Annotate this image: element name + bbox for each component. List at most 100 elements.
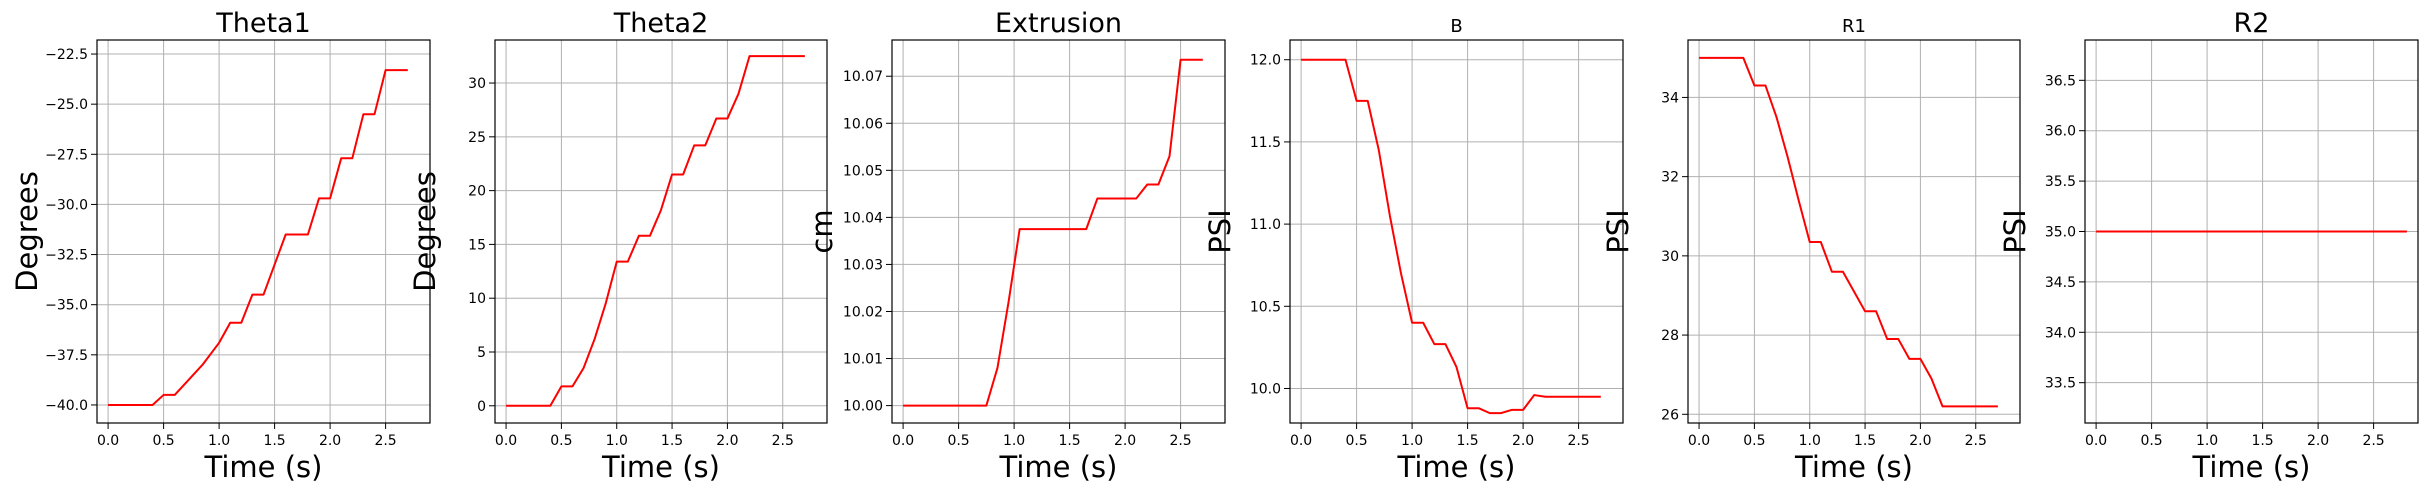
x-axis-label: Time (s) bbox=[2192, 450, 2311, 484]
y-tick-label: 33.5 bbox=[2045, 376, 2076, 392]
y-tick-label: −22.5 bbox=[45, 47, 88, 63]
y-tick-label: 11.5 bbox=[1250, 135, 1281, 151]
x-tick-label: 1.5 bbox=[1456, 433, 1478, 449]
y-axis-label: PSI bbox=[1601, 209, 1635, 253]
y-axis-label: PSI bbox=[1998, 209, 2032, 253]
subplot-4: 0.0 0.5 1.0 1.5 2.0 2.5 10.0 10.5 11.0 11.5 12.0 B T… bbox=[1203, 16, 1624, 484]
x-tick-label: 2.0 bbox=[716, 433, 738, 449]
y-tick-label: 10.02 bbox=[843, 304, 883, 320]
x-tick-label: 2.0 bbox=[2307, 433, 2329, 449]
x-tick-label: 1.5 bbox=[263, 433, 285, 449]
chart-title: Theta2 bbox=[613, 8, 709, 39]
chart-title: R2 bbox=[2234, 8, 2270, 39]
y-tick-label: −27.5 bbox=[45, 147, 88, 163]
chart-title: Theta1 bbox=[215, 8, 311, 39]
y-tick-label: 15 bbox=[468, 237, 486, 253]
x-tick-label: 0.5 bbox=[1345, 433, 1367, 449]
chart-title: B bbox=[1450, 16, 1462, 37]
x-tick-label: 1.5 bbox=[1854, 433, 1876, 449]
subplot-6: 0.0 0.5 1.0 1.5 2.0 2.5 33.5 34.0 34.5 35.0 35.5 36… bbox=[1998, 8, 2419, 484]
y-axis-label: cm bbox=[805, 209, 839, 253]
y-tick-label: 10.03 bbox=[843, 257, 883, 273]
x-tick-label: 2.0 bbox=[1114, 433, 1136, 449]
x-tick-label: 1.5 bbox=[1058, 433, 1080, 449]
series-line bbox=[108, 69, 408, 406]
series-line bbox=[506, 55, 805, 407]
axes-frame bbox=[891, 39, 1226, 424]
y-tick-label: 36.5 bbox=[2045, 73, 2076, 89]
series-line bbox=[1699, 56, 1998, 408]
y-tick-label: −32.5 bbox=[45, 248, 88, 264]
x-tick-label: 0.0 bbox=[1290, 433, 1312, 449]
y-tick-label: 35.5 bbox=[2045, 174, 2076, 190]
x-axis-label: Time (s) bbox=[999, 450, 1118, 484]
x-tick-label: 0.0 bbox=[892, 433, 914, 449]
x-axis-label: Time (s) bbox=[1794, 450, 1913, 484]
y-tick-label: 35.0 bbox=[2045, 225, 2076, 241]
x-axis-label: Time (s) bbox=[1397, 450, 1516, 484]
subplot-3: 0.0 0.5 1.0 1.5 2.0 2.5 10.00 10.01 10.02 10.03 10… bbox=[805, 8, 1226, 484]
x-tick-label: 2.5 bbox=[772, 433, 794, 449]
y-axis-label: Degrees bbox=[408, 171, 442, 292]
axes-frame bbox=[96, 39, 431, 424]
x-tick-label: 0.0 bbox=[1688, 433, 1710, 449]
subplot-1: 0.0 0.5 1.0 1.5 2.0 2.5 −40.0 −37.5 −35.0 −32.5 −3… bbox=[10, 8, 431, 484]
y-tick-label: 0 bbox=[477, 399, 486, 415]
y-tick-label: 36.0 bbox=[2045, 124, 2076, 140]
chart-title: R1 bbox=[1842, 16, 1866, 37]
x-tick-label: 0.5 bbox=[947, 433, 969, 449]
x-tick-label: 0.5 bbox=[1743, 433, 1765, 449]
series-line bbox=[1301, 58, 1601, 415]
y-tick-label: −40.0 bbox=[45, 398, 88, 414]
y-tick-label: 34.0 bbox=[2045, 325, 2076, 341]
subplot-2: 0.0 0.5 1.0 1.5 2.0 2.5 0 5 10 15 20 25 30 Theta2 Time… bbox=[408, 8, 828, 484]
x-tick-label: 2.5 bbox=[374, 433, 396, 449]
x-tick-label: 2.0 bbox=[1909, 433, 1931, 449]
x-tick-label: 1.0 bbox=[606, 433, 628, 449]
y-tick-label: 5 bbox=[477, 345, 486, 361]
subplot-5: 0.0 0.5 1.0 1.5 2.0 2.5 26 28 30 32 34 R1 Time (s) PS… bbox=[1601, 16, 2021, 484]
x-tick-label: 1.0 bbox=[1003, 433, 1025, 449]
x-tick-label: 0.5 bbox=[2140, 433, 2162, 449]
y-axis-label: Degrees bbox=[10, 171, 44, 292]
x-tick-label: 0.5 bbox=[152, 433, 174, 449]
y-tick-label: 30 bbox=[468, 76, 486, 92]
y-tick-label: 32 bbox=[1661, 170, 1679, 186]
y-tick-label: 20 bbox=[468, 184, 486, 200]
chart-title: Extrusion bbox=[995, 8, 1122, 39]
y-tick-label: 10.5 bbox=[1250, 299, 1281, 315]
x-tick-label: 0.5 bbox=[550, 433, 572, 449]
x-tick-label: 1.0 bbox=[2196, 433, 2218, 449]
x-axis-label: Time (s) bbox=[601, 450, 720, 484]
x-tick-label: 2.5 bbox=[1965, 433, 1987, 449]
x-tick-label: 0.0 bbox=[2085, 433, 2107, 449]
x-tick-label: 1.5 bbox=[2251, 433, 2273, 449]
y-tick-label: 10 bbox=[468, 291, 486, 307]
y-tick-label: 10.00 bbox=[843, 399, 883, 415]
axes-frame bbox=[1289, 39, 1624, 424]
axes-frame bbox=[494, 39, 828, 424]
y-tick-label: 10.0 bbox=[1250, 381, 1281, 397]
y-tick-label: 10.06 bbox=[843, 116, 883, 132]
x-tick-label: 0.0 bbox=[495, 433, 517, 449]
x-tick-label: 2.5 bbox=[2362, 433, 2384, 449]
x-tick-label: 2.5 bbox=[1169, 433, 1191, 449]
x-tick-label: 0.0 bbox=[97, 433, 119, 449]
y-tick-label: 10.04 bbox=[843, 210, 883, 226]
x-axis-label: Time (s) bbox=[204, 450, 323, 484]
y-tick-label: 26 bbox=[1661, 407, 1679, 423]
y-tick-label: 10.05 bbox=[843, 163, 883, 179]
y-tick-label: −25.0 bbox=[45, 97, 88, 113]
x-tick-label: 2.0 bbox=[319, 433, 341, 449]
x-tick-label: 2.5 bbox=[1567, 433, 1589, 449]
x-tick-label: 1.0 bbox=[208, 433, 230, 449]
y-axis-label: PSI bbox=[1203, 209, 1237, 253]
y-tick-label: 28 bbox=[1661, 328, 1679, 344]
y-tick-label: 11.0 bbox=[1250, 217, 1281, 233]
y-tick-label: 34 bbox=[1661, 90, 1679, 106]
y-tick-label: −37.5 bbox=[45, 348, 88, 364]
x-tick-label: 1.5 bbox=[661, 433, 683, 449]
x-tick-label: 2.0 bbox=[1512, 433, 1534, 449]
series-line bbox=[903, 58, 1203, 407]
